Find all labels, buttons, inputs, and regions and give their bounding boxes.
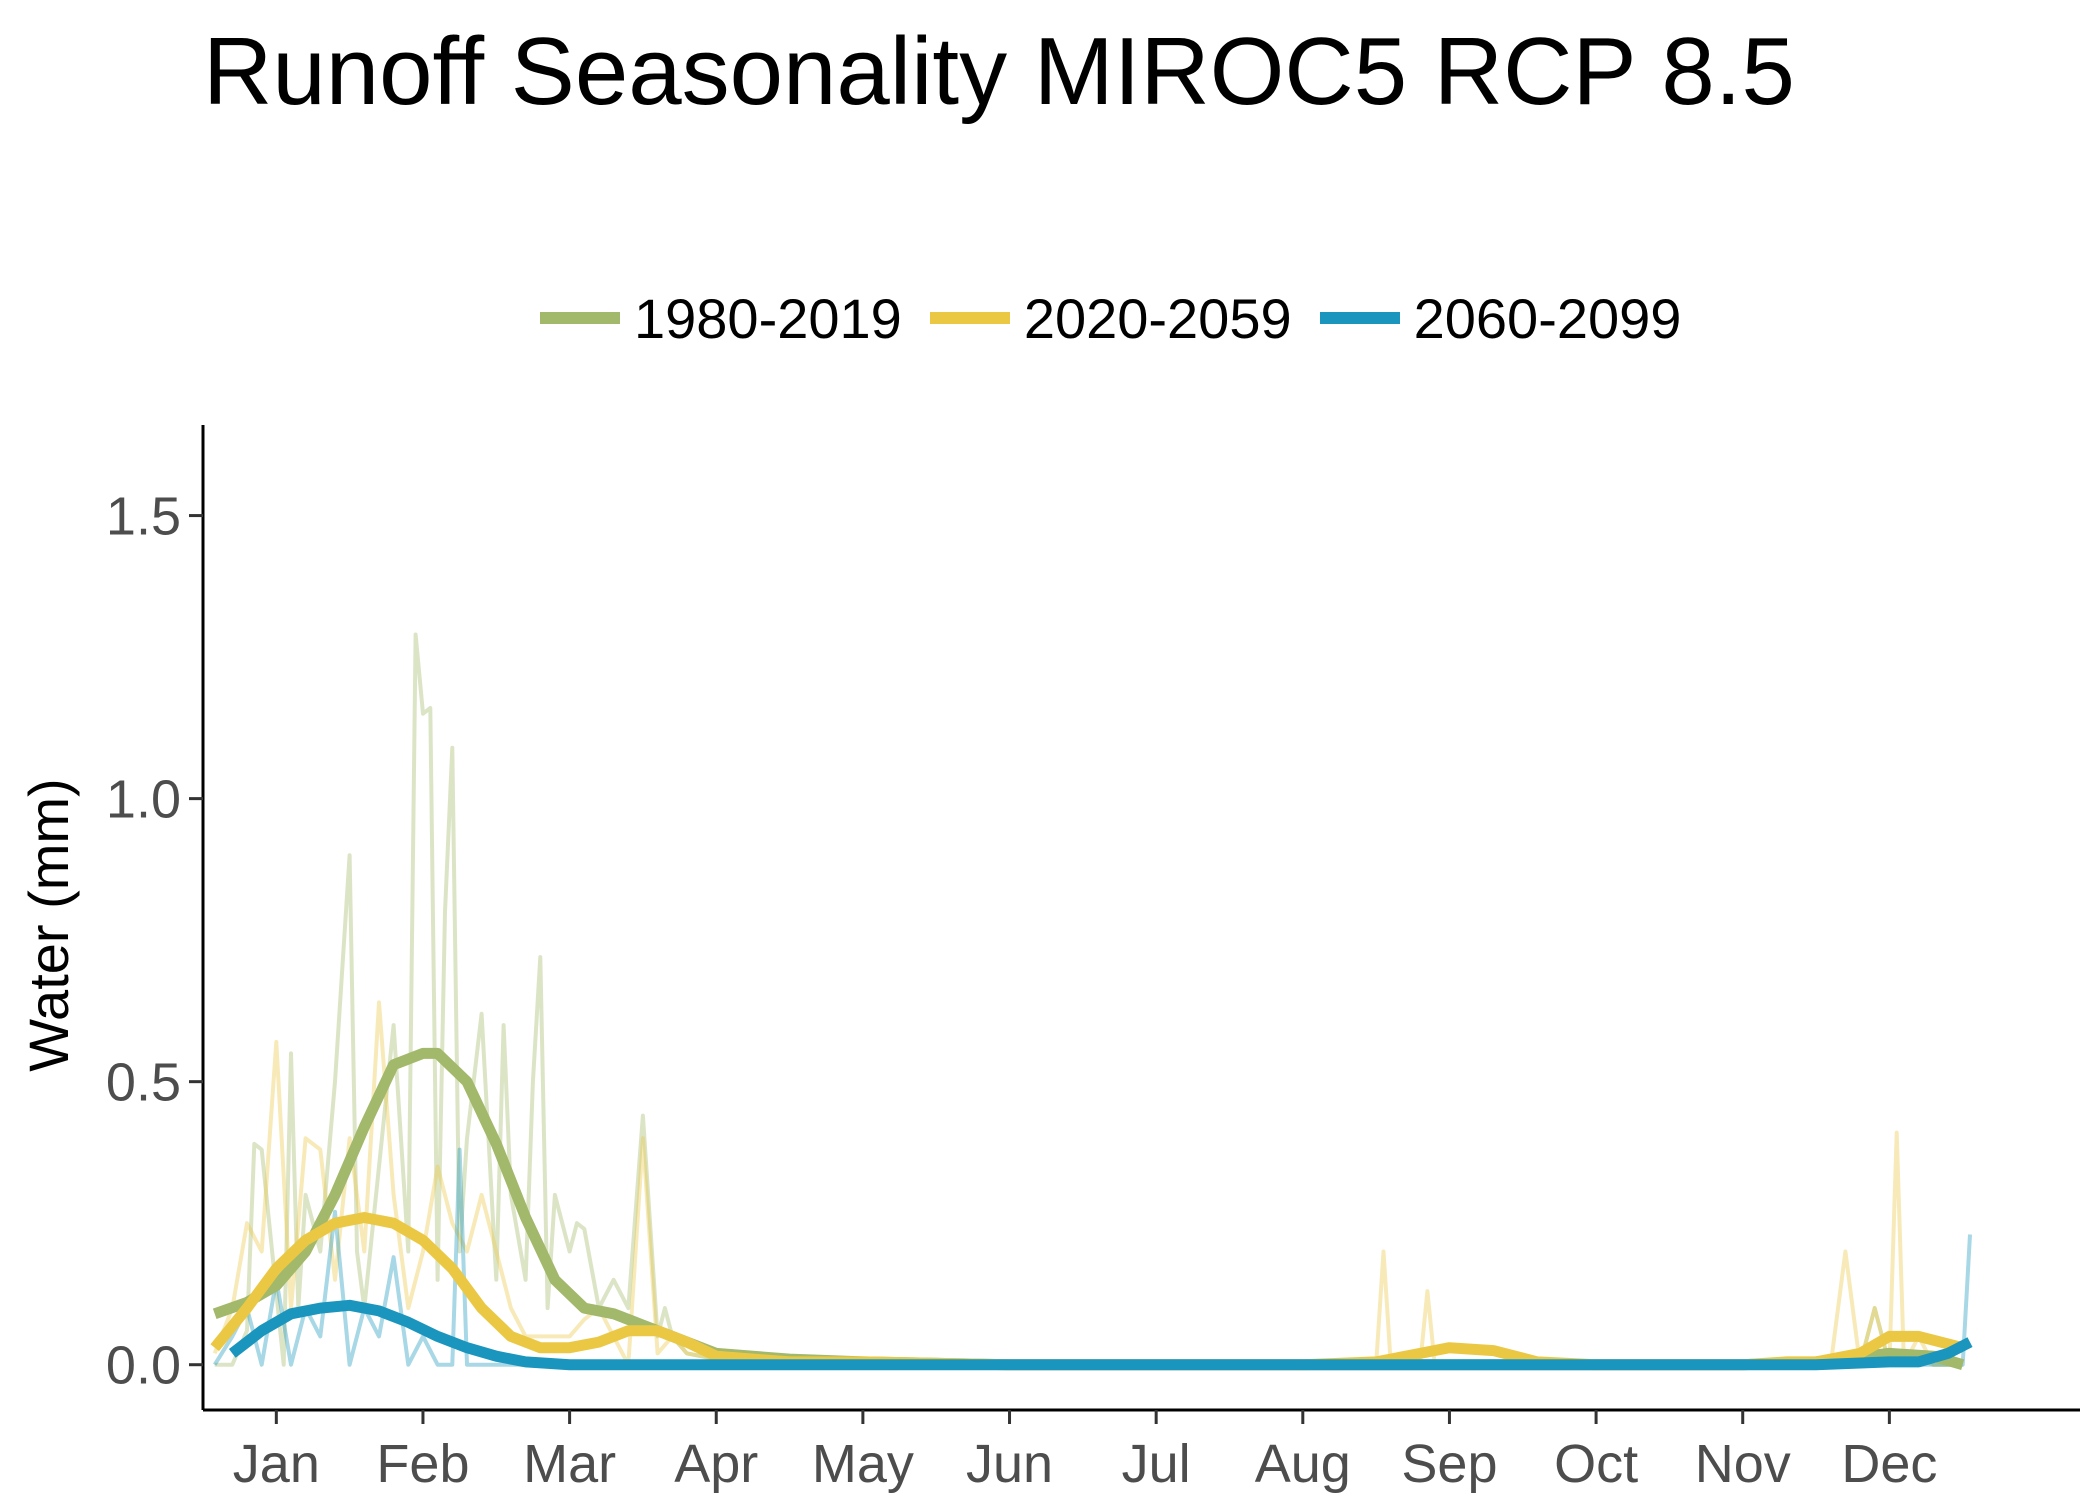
legend: 1980-2019 2020-2059 2060-2099 xyxy=(540,283,1709,353)
y-axis-title: Water (mm) xyxy=(17,778,80,1071)
y-tick-label: 1.5 xyxy=(106,487,181,547)
y-tick-label: 0.5 xyxy=(106,1053,181,1113)
y-tick-label: 1.0 xyxy=(106,770,181,830)
raw-lines xyxy=(212,632,1972,1367)
x-tick-label: Nov xyxy=(1695,1434,1791,1494)
x-tick-label: Sep xyxy=(1401,1434,1497,1494)
axes: 0.0 0.5 1.0 1.5 Jan Feb Mar Apr May Jun Jul Aug Sep O… xyxy=(106,425,2080,1494)
x-tick-label: Jul xyxy=(1122,1434,1191,1494)
legend-label: 2020-2059 xyxy=(1023,286,1292,350)
x-tick-label: Jan xyxy=(233,1434,320,1494)
legend-item-2060-2099: 2060-2099 xyxy=(1319,286,1682,351)
x-tick-label: May xyxy=(812,1434,914,1494)
smooth-line-series-1 xyxy=(210,1212,1965,1371)
legend-label: 2060-2099 xyxy=(1413,286,1682,350)
y-tick-label: 0.0 xyxy=(106,1336,181,1396)
legend-swatch xyxy=(1319,312,1400,324)
legend-swatch xyxy=(929,312,1010,324)
legend-label: 1980-2019 xyxy=(634,286,902,350)
x-tick-label: Feb xyxy=(376,1434,469,1494)
x-tick-label: Oct xyxy=(1554,1434,1638,1494)
x-tick-label: Jun xyxy=(966,1434,1053,1494)
legend-item-2020-2059: 2020-2059 xyxy=(929,286,1292,351)
x-tick-label: Apr xyxy=(674,1434,758,1494)
smoothed-lines xyxy=(210,1047,1973,1371)
legend-swatch xyxy=(540,312,620,324)
smooth-line-series-2 xyxy=(228,1299,1973,1371)
raw-line-series-2 xyxy=(213,1147,1972,1367)
x-tick-label: Mar xyxy=(523,1434,616,1494)
x-tick-label: Dec xyxy=(1841,1434,1937,1494)
chart-title: Runoff Seasonality MIROC5 RCP 8.5 xyxy=(203,18,1795,125)
x-tick-label: Aug xyxy=(1255,1434,1351,1494)
raw-line-series-0 xyxy=(214,632,1963,1367)
legend-item-1980-2019: 1980-2019 xyxy=(540,286,902,351)
